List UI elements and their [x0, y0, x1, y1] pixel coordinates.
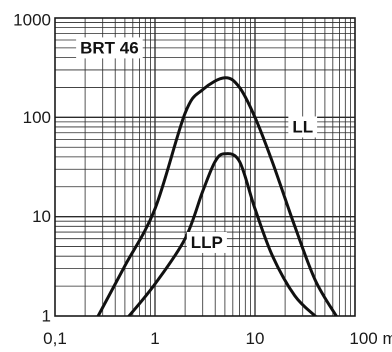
curves [96, 76, 338, 316]
annotations: BRT 46 LL LLP [76, 37, 318, 253]
plot-border [54, 17, 356, 317]
y-tick-label: 1 [42, 307, 51, 326]
x-tick-label: 0,1 [43, 329, 67, 348]
y-tick-label: 100 [23, 108, 51, 127]
y-tick-label: 10 [32, 207, 51, 226]
annotation-label: BRT 46 [80, 38, 139, 57]
annotation-background [288, 116, 318, 138]
x-tick-label: 100 m [349, 329, 392, 348]
annotation-background [186, 231, 227, 253]
series-line-llp [127, 152, 317, 316]
annotation-background [76, 37, 143, 59]
annotation-label: LLP [191, 233, 223, 252]
tick-labels: 0,1 1 10 100 m 1 10 100 1000 [13, 11, 392, 349]
y-tick-label: 1000 [13, 11, 51, 30]
annotation-label: LL [292, 117, 313, 136]
grid [55, 18, 355, 316]
plot-frame [54, 17, 356, 317]
x-tick-label: 1 [150, 329, 159, 348]
x-tick-label: 10 [246, 329, 265, 348]
series-line-ll [96, 76, 338, 316]
